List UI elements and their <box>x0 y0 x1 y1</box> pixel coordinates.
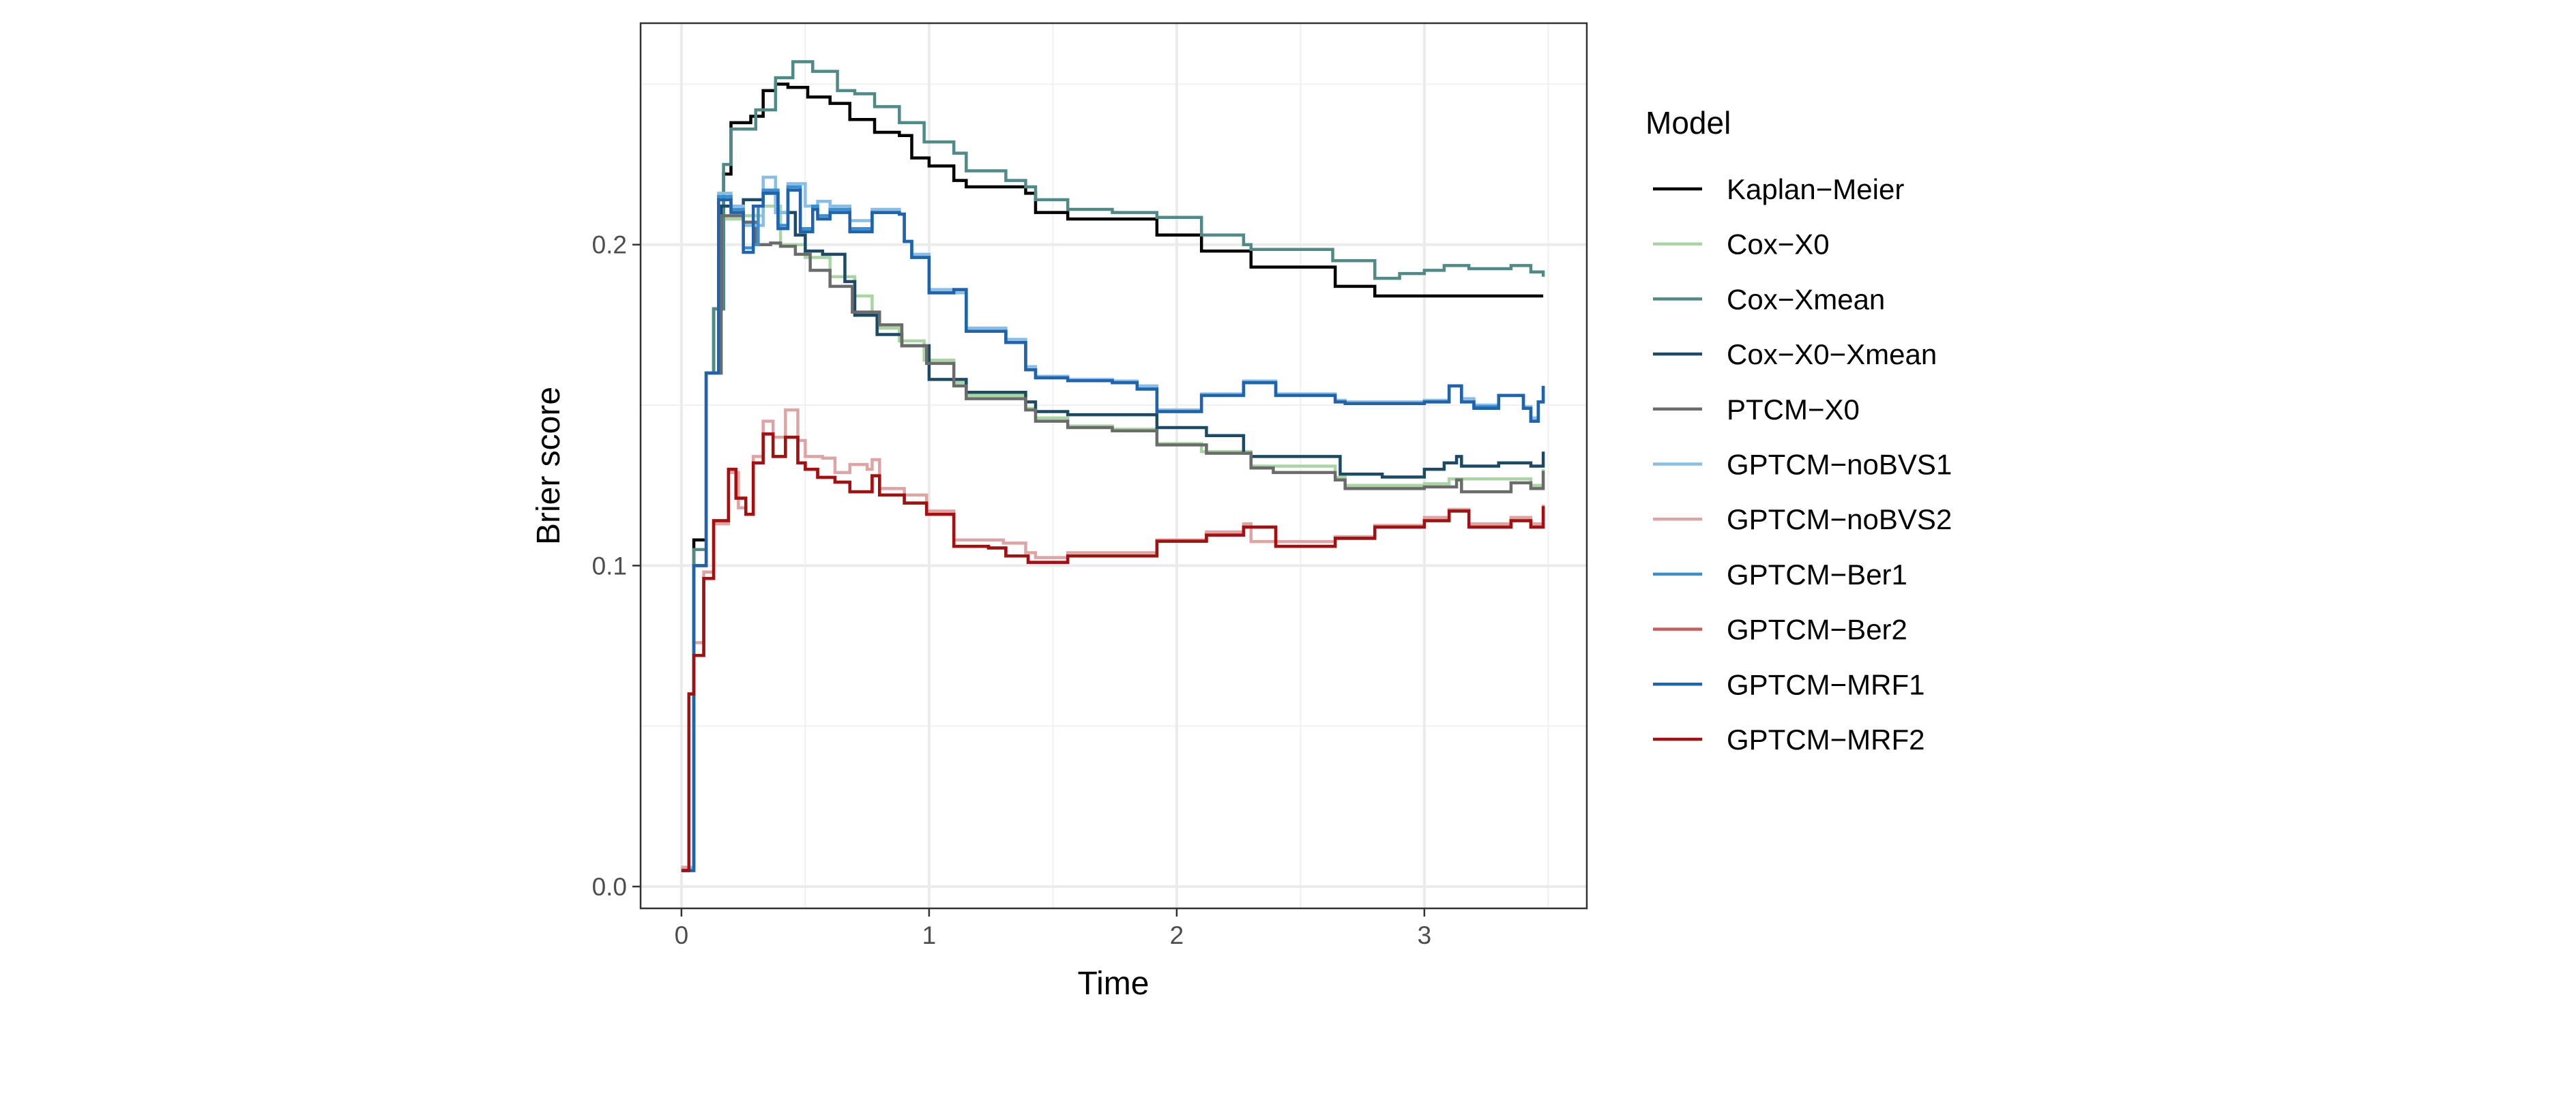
y-tick-label: 0.1 <box>592 552 627 580</box>
series-line-5 <box>681 214 1545 869</box>
legend-label: GPTCM−Ber1 <box>1727 559 1907 591</box>
plot-panel-border <box>639 22 1588 910</box>
series-line-3 <box>681 60 1545 872</box>
legend-title: Model <box>1645 105 1731 140</box>
y-tick-label: 0.2 <box>592 231 627 259</box>
legend-label: GPTCM−Ber2 <box>1727 614 1907 646</box>
x-axis: 0 1 2 3 <box>675 908 1432 949</box>
legend-label: GPTCM−noBVS2 <box>1727 503 1952 535</box>
legend-label: PTCM−X0 <box>1727 393 1860 426</box>
legend-label: Cox−X0 <box>1727 228 1830 261</box>
legend-label: GPTCM−MRF2 <box>1727 724 1925 756</box>
series-line-10 <box>681 188 1545 872</box>
x-tick-label: 2 <box>1170 921 1184 949</box>
series-line-11 <box>681 432 1545 872</box>
legend-label: GPTCM−MRF1 <box>1727 668 1925 700</box>
legend-label: GPTCM−noBVS1 <box>1727 449 1952 481</box>
y-tick-label: 0.0 <box>592 873 627 901</box>
x-axis-title: Time <box>1078 966 1150 1002</box>
legend: Model Kaplan−Meier Cox−X0 Cox−Xmean Cox−X0−… <box>1645 105 1952 756</box>
plot-panel-background <box>641 23 1587 908</box>
legend-label: Kaplan−Meier <box>1727 173 1904 205</box>
x-tick-label: 3 <box>1418 921 1432 949</box>
y-axis-title: Brier score <box>531 387 567 545</box>
legend-label: Cox−Xmean <box>1727 283 1885 315</box>
y-axis: 0.0 0.1 0.2 <box>592 231 641 901</box>
legend-label: Cox−X0−Xmean <box>1727 338 1937 370</box>
series-lines <box>681 60 1545 872</box>
x-tick-label: 1 <box>922 921 937 949</box>
x-tick-label: 0 <box>675 921 689 949</box>
